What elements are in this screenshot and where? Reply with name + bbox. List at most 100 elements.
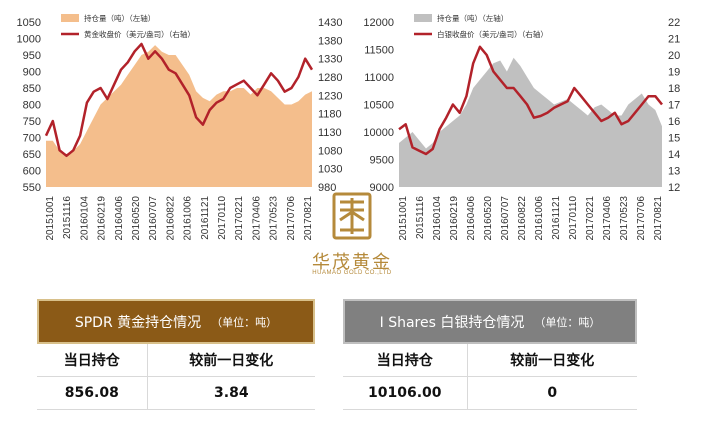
gold-holdings-chart: 550 600 650 700 750 800 850 900 950 1000 1050 980 10… <box>0 0 352 265</box>
silver-chart-svg: 9000 9500 10000 10500 11000 11500 12000 12 13 14 1… <box>363 13 680 241</box>
silver-col-change-header: 较前一日变化 <box>466 344 637 376</box>
gold-x-tick-label: 20161006 <box>183 196 194 241</box>
gold-table-title: SPDR 黄金持仓情况 <box>74 314 202 331</box>
gold-left-tick-label: 900 <box>23 67 41 79</box>
gold-holdings-table: SPDR 黄金持仓情况 （单位：吨） 当日持仓 较前一日变化 856.08 3.… <box>37 299 315 410</box>
gold-table-header: SPDR 黄金持仓情况 （单位：吨） <box>37 299 315 344</box>
gold-x-tick-label: 20170706 <box>286 196 297 241</box>
silver-left-tick-label: 9000 <box>370 182 394 194</box>
silver-x-tick-label: 20161006 <box>534 196 545 241</box>
silver-legend-line-label: 白银收盘价（美元/盎司）（右轴） <box>437 29 548 39</box>
gold-x-tick-label: 20170110 <box>217 196 228 240</box>
gold-right-tick-label: 1280 <box>318 72 342 84</box>
silver-right-tick-label: 16 <box>668 116 680 128</box>
gold-x-tick-label: 20160520 <box>131 196 142 241</box>
silver-right-tick-label: 13 <box>668 166 680 178</box>
gold-x-tick-label: 20170221 <box>234 196 245 241</box>
gold-price-line <box>44 42 314 158</box>
silver-x-tick-label: 20170221 <box>585 196 596 241</box>
gold-left-tick-label: 950 <box>23 50 41 62</box>
gold-right-tick-label: 1180 <box>318 109 342 121</box>
gold-x-tick-label: 20170821 <box>303 196 314 241</box>
gold-left-tick-label: 1050 <box>17 17 41 29</box>
gold-left-tick-label: 1000 <box>17 34 41 46</box>
company-name: 华茂黄金 <box>312 252 392 273</box>
gold-legend-line-label: 黄金收盘价（美元/盎司）（右轴） <box>84 29 195 39</box>
silver-right-tick-label: 21 <box>668 34 680 46</box>
silver-right-tick-label: 18 <box>668 83 680 95</box>
gold-x-tick-label: 20160822 <box>165 196 176 241</box>
silver-holdings-area <box>399 57 662 187</box>
gold-left-tick-label: 750 <box>23 116 41 128</box>
gold-right-tick-label: 1430 <box>318 17 342 29</box>
silver-price-line <box>398 45 663 156</box>
gold-left-tick-label: 800 <box>23 100 41 112</box>
gold-right-tick-label: 980 <box>318 182 336 194</box>
gold-left-tick-label: 700 <box>23 133 41 145</box>
silver-right-tick-label: 20 <box>668 50 680 62</box>
silver-table-unit: （单位：吨） <box>534 315 601 329</box>
gold-x-tick-label: 20170523 <box>269 196 280 241</box>
gold-table-value-row: 856.08 3.84 <box>37 377 315 410</box>
silver-left-tick-label: 12000 <box>363 17 394 29</box>
gold-right-tick-label: 1030 <box>318 164 342 176</box>
silver-right-tick-label: 12 <box>668 182 680 194</box>
gold-left-tick-label: 550 <box>23 182 41 194</box>
silver-holdings-table: I Shares 白银持仓情况 （单位：吨） 当日持仓 较前一日变化 10106… <box>343 299 637 410</box>
silver-legend-area-swatch <box>414 14 432 22</box>
gold-holdings-area <box>46 45 312 187</box>
silver-holding-value: 10106.00 <box>368 385 442 401</box>
silver-table-header: I Shares 白银持仓情况 （单位：吨） <box>343 299 637 344</box>
silver-right-tick-label: 14 <box>668 149 680 161</box>
gold-left-tick-label: 850 <box>23 83 41 95</box>
gold-holding-value: 856.08 <box>64 385 119 401</box>
silver-x-tick-label: 20160406 <box>466 196 477 241</box>
silver-x-tick-label: 20160219 <box>449 196 460 241</box>
silver-x-tick-label: 20151116 <box>415 196 426 239</box>
gold-legend-area-swatch <box>61 14 79 22</box>
gold-legend-area-label: 持仓量（吨）（左轴） <box>84 13 155 23</box>
gold-x-tick-label: 20160219 <box>97 196 108 241</box>
silver-left-tick-label: 10500 <box>363 100 394 112</box>
gold-right-tick-label: 1230 <box>318 90 342 102</box>
gold-right-tick-label: 1330 <box>318 54 342 66</box>
silver-left-tick-label: 11500 <box>364 45 394 57</box>
silver-left-tick-label: 10000 <box>363 127 394 139</box>
silver-left-tick-label: 9500 <box>370 155 394 167</box>
silver-right-tick-label: 15 <box>668 133 680 145</box>
silver-table-header-row: 当日持仓 较前一日变化 <box>343 344 637 377</box>
gold-x-tick-label: 20160406 <box>114 196 125 241</box>
silver-right-tick-label: 22 <box>668 17 680 29</box>
gold-chart-svg: 550 600 650 700 750 800 850 900 950 1000 1050 980 10… <box>17 13 343 241</box>
gold-x-tick-label: 20160707 <box>148 196 159 241</box>
silver-x-tick-label: 20160520 <box>483 196 494 241</box>
silver-x-tick-label: 20170706 <box>636 196 647 241</box>
silver-x-tick-label: 20170821 <box>653 196 664 241</box>
gold-col-holding-header: 当日持仓 <box>63 353 120 369</box>
gold-left-tick-label: 600 <box>23 166 41 178</box>
silver-table-title: I Shares 白银持仓情况 <box>379 314 525 331</box>
silver-holdings-chart: 9000 9500 10000 10500 11000 11500 12000 12 13 14 1… <box>352 0 705 265</box>
gold-col-change-header: 较前一日变化 <box>146 344 315 376</box>
silver-x-tick-label: 20170406 <box>602 196 613 241</box>
gold-right-tick-label: 1380 <box>318 35 342 47</box>
gold-left-tick-label: 650 <box>23 149 41 161</box>
silver-x-tick-label: 20161121 <box>551 196 562 240</box>
company-name-english: HUAMAO GOLD CO.,LTD <box>312 270 392 276</box>
gold-change-value: 3.84 <box>146 377 315 409</box>
huamao-logo-icon <box>332 192 372 240</box>
silver-x-tick-label: 20151001 <box>398 196 409 241</box>
silver-x-tick-label: 20160707 <box>500 196 511 241</box>
silver-x-tick-label: 20160104 <box>432 196 443 241</box>
silver-x-tick-label: 20170110 <box>568 196 579 240</box>
silver-table-value-row: 10106.00 0 <box>343 377 637 410</box>
gold-x-tick-label: 20151116 <box>62 196 73 239</box>
silver-change-value: 0 <box>466 377 637 409</box>
gold-right-tick-label: 1130 <box>318 127 342 139</box>
gold-x-tick-label: 20161121 <box>200 196 211 240</box>
silver-x-tick-label: 20170523 <box>619 196 630 241</box>
silver-x-tick-label: 20160822 <box>517 196 528 241</box>
silver-right-tick-label: 17 <box>668 100 680 112</box>
gold-x-tick-label: 20160104 <box>79 196 90 241</box>
gold-x-tick-label: 20170406 <box>251 196 262 241</box>
